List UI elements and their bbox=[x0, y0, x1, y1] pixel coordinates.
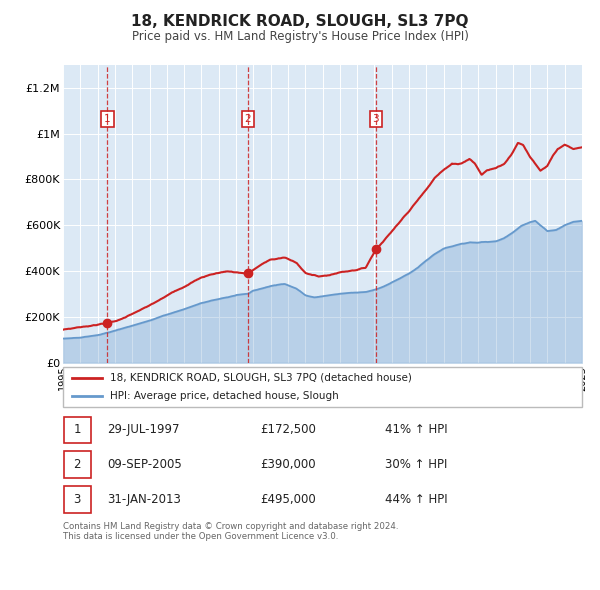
Text: 2: 2 bbox=[73, 458, 81, 471]
Text: 1: 1 bbox=[73, 423, 81, 436]
FancyBboxPatch shape bbox=[64, 451, 91, 478]
Text: 41% ↑ HPI: 41% ↑ HPI bbox=[385, 423, 448, 436]
Text: 29-JUL-1997: 29-JUL-1997 bbox=[107, 423, 179, 436]
FancyBboxPatch shape bbox=[64, 486, 91, 513]
Text: HPI: Average price, detached house, Slough: HPI: Average price, detached house, Slou… bbox=[110, 391, 338, 401]
Text: 3: 3 bbox=[73, 493, 81, 506]
Text: 3: 3 bbox=[373, 114, 379, 124]
Text: 18, KENDRICK ROAD, SLOUGH, SL3 7PQ (detached house): 18, KENDRICK ROAD, SLOUGH, SL3 7PQ (deta… bbox=[110, 373, 412, 383]
Text: 31-JAN-2013: 31-JAN-2013 bbox=[107, 493, 181, 506]
Text: 1: 1 bbox=[104, 114, 111, 124]
Text: Contains HM Land Registry data © Crown copyright and database right 2024.
This d: Contains HM Land Registry data © Crown c… bbox=[63, 522, 398, 541]
Text: 2: 2 bbox=[245, 114, 251, 124]
Text: 18, KENDRICK ROAD, SLOUGH, SL3 7PQ: 18, KENDRICK ROAD, SLOUGH, SL3 7PQ bbox=[131, 14, 469, 30]
Text: 30% ↑ HPI: 30% ↑ HPI bbox=[385, 458, 447, 471]
Text: £495,000: £495,000 bbox=[260, 493, 316, 506]
FancyBboxPatch shape bbox=[63, 367, 582, 407]
Text: £390,000: £390,000 bbox=[260, 458, 316, 471]
Text: 44% ↑ HPI: 44% ↑ HPI bbox=[385, 493, 448, 506]
Text: £172,500: £172,500 bbox=[260, 423, 316, 436]
Text: Price paid vs. HM Land Registry's House Price Index (HPI): Price paid vs. HM Land Registry's House … bbox=[131, 30, 469, 43]
Text: 09-SEP-2005: 09-SEP-2005 bbox=[107, 458, 182, 471]
FancyBboxPatch shape bbox=[64, 417, 91, 443]
